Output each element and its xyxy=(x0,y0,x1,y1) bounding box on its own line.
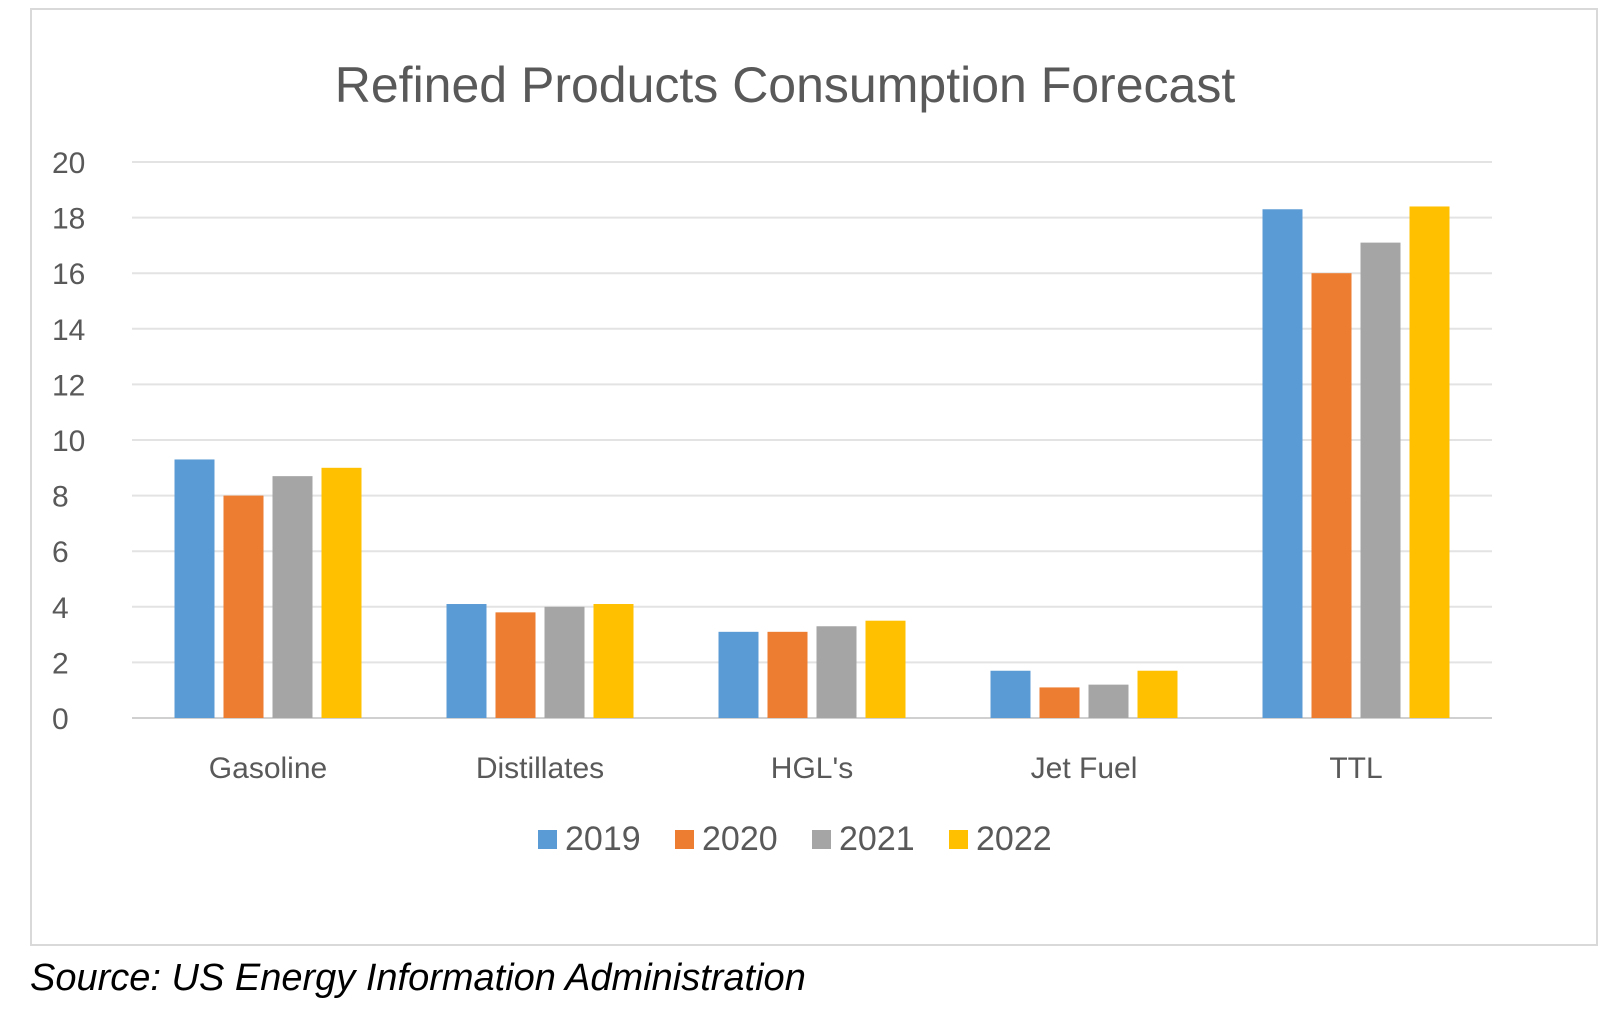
source-caption: Source: US Energy Information Administra… xyxy=(30,957,806,999)
x-category-label: Distillates xyxy=(476,752,604,785)
bar-2022-distillates xyxy=(593,604,634,718)
y-tick-label: 14 xyxy=(52,314,85,347)
bar-2021-hgl-s xyxy=(816,626,857,718)
bar-2021-distillates xyxy=(544,606,585,718)
y-tick-label: 12 xyxy=(52,369,85,402)
bar-2022-gasoline xyxy=(321,467,362,718)
y-axis-tick-labels: 0 2 4 6 8 10 12 14 16 18 20 xyxy=(52,147,85,736)
y-tick-label: 4 xyxy=(52,592,69,625)
bar-2022-hgl-s xyxy=(865,620,906,718)
legend-swatch-2020 xyxy=(675,830,694,849)
y-tick-label: 2 xyxy=(52,647,69,680)
x-category-label: TTL xyxy=(1329,752,1382,785)
bar-2022-ttl xyxy=(1409,206,1450,719)
chart-title: Refined Products Consumption Forecast xyxy=(335,57,1236,113)
legend-swatch-2021 xyxy=(812,830,831,849)
y-tick-label: 20 xyxy=(52,147,85,180)
bar-chart: Refined Products Consumption Forecast 0 2… xyxy=(52,57,1492,858)
legend-swatch-2019 xyxy=(538,830,557,849)
y-tick-label: 0 xyxy=(52,703,69,736)
y-tick-label: 6 xyxy=(52,536,69,569)
x-category-label: Jet Fuel xyxy=(1031,752,1138,785)
bar-2020-ttl xyxy=(1311,273,1352,718)
bar-2020-hgl-s xyxy=(767,631,808,718)
bar-2019-distillates xyxy=(446,604,487,718)
bar-2022-jet-fuel xyxy=(1137,670,1178,718)
bar-2019-gasoline xyxy=(174,459,215,718)
y-tick-label: 10 xyxy=(52,425,85,458)
y-tick-label: 16 xyxy=(52,258,85,291)
x-axis-category-labels: Gasoline Distillates HGL's Jet Fuel TTL xyxy=(209,752,1383,785)
bar-2020-gasoline xyxy=(223,495,264,718)
bar-2021-gasoline xyxy=(272,476,313,718)
bar-2019-hgl-s xyxy=(718,631,759,718)
legend-swatch-2022 xyxy=(949,830,968,849)
bar-2020-jet-fuel xyxy=(1039,687,1080,718)
chart-frame: Refined Products Consumption Forecast 0 2… xyxy=(30,8,1598,946)
y-tick-label: 18 xyxy=(52,203,85,236)
x-category-label: Gasoline xyxy=(209,752,327,785)
bar-2021-jet-fuel xyxy=(1088,684,1129,718)
bar-2021-ttl xyxy=(1360,242,1401,718)
legend: 2019 2020 2021 2022 xyxy=(538,820,1052,858)
x-category-label: HGL's xyxy=(771,752,853,785)
bars xyxy=(174,206,1450,719)
y-tick-label: 8 xyxy=(52,481,69,514)
legend-label: 2019 xyxy=(565,820,641,858)
legend-label: 2020 xyxy=(702,820,778,858)
legend-label: 2021 xyxy=(839,820,915,858)
bar-2019-ttl xyxy=(1262,209,1303,718)
legend-label: 2022 xyxy=(976,820,1052,858)
bar-2019-jet-fuel xyxy=(990,670,1031,718)
bar-2020-distillates xyxy=(495,612,536,718)
